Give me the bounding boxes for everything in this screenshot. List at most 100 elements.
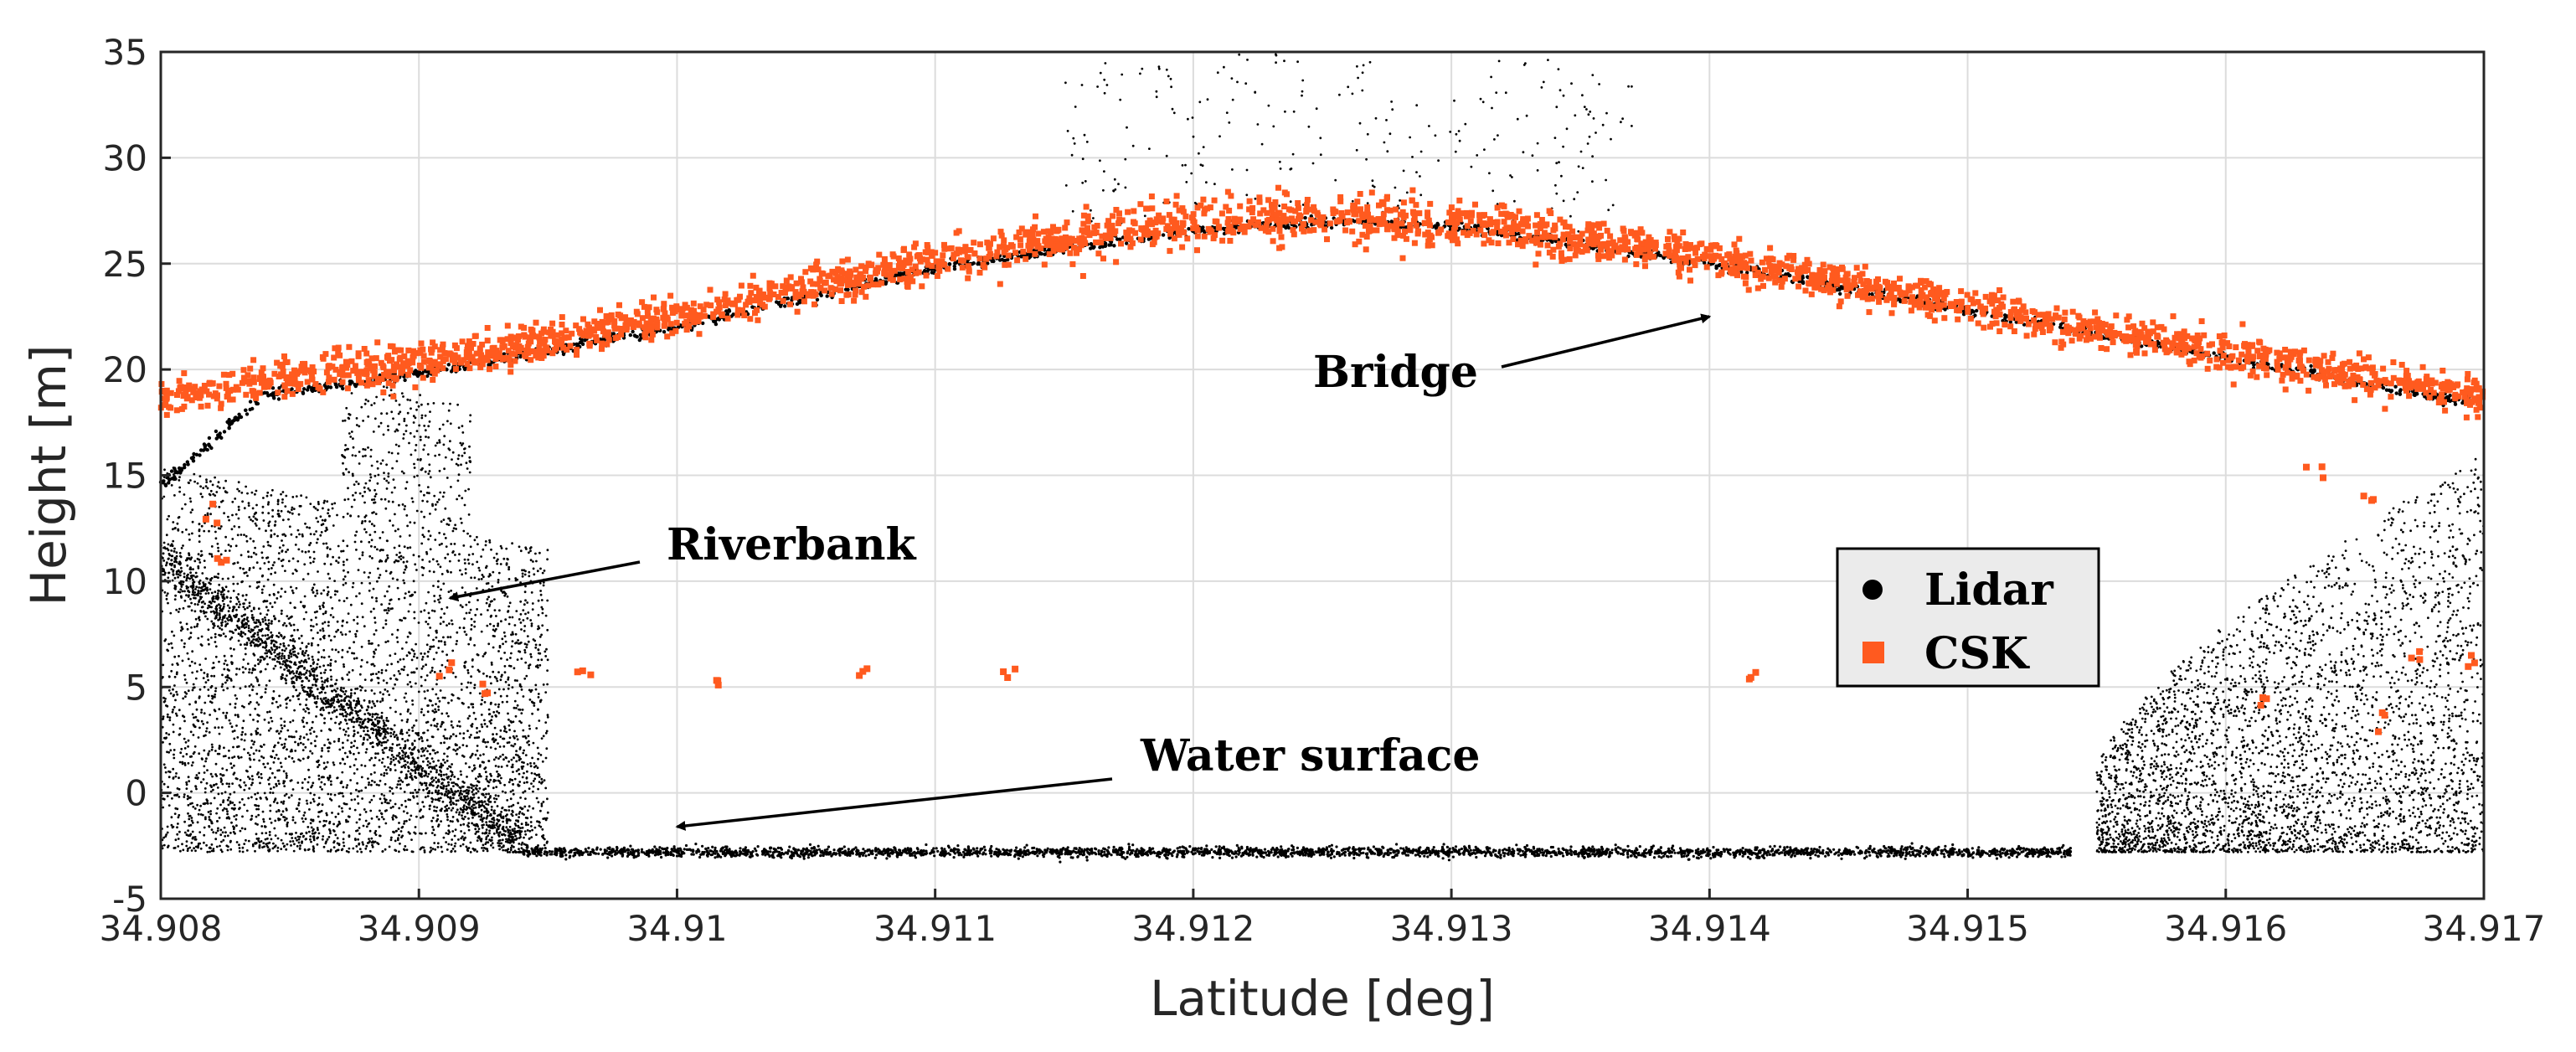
lidar-point — [1870, 292, 1874, 297]
lidar-point — [822, 853, 825, 858]
lidar-point — [430, 792, 434, 795]
lidar-point — [1919, 850, 1922, 853]
lidar-point — [1126, 851, 1129, 855]
lidar-point — [1699, 855, 1703, 859]
lidar-point — [210, 748, 214, 751]
lidar-point — [2000, 848, 2003, 851]
lidar-point — [995, 853, 998, 857]
lidar-point — [1285, 854, 1288, 858]
lidar-point — [870, 851, 873, 854]
lidar-point — [1878, 852, 1882, 855]
lidar-point — [435, 771, 438, 774]
lidar-point — [1126, 855, 1129, 859]
lidar-point — [2009, 853, 2013, 857]
lidar-point — [878, 852, 882, 855]
lidar-point — [1100, 849, 1104, 853]
lidar-point — [1100, 854, 1104, 858]
lidar-point — [724, 309, 729, 313]
lidar-point — [1968, 853, 1971, 856]
lidar-point — [399, 787, 402, 790]
lidar-point — [245, 594, 248, 596]
lidar-point — [1702, 848, 1705, 851]
lidar-point — [1672, 848, 1676, 852]
lidar-point — [1621, 853, 1625, 856]
lidar-point — [1951, 853, 1955, 856]
lidar-point — [1666, 850, 1670, 853]
lidar-point — [1626, 853, 1630, 856]
lidar-point — [502, 753, 504, 756]
lidar-point — [1319, 849, 1322, 853]
lidar-point — [2001, 852, 2004, 855]
lidar-point — [1464, 846, 1467, 850]
lidar-point — [1301, 852, 1305, 856]
lidar-point — [631, 329, 635, 334]
lidar-point — [1383, 852, 1387, 855]
lidar-point — [502, 352, 507, 356]
lidar-point — [1050, 852, 1054, 855]
lidar-point — [331, 812, 333, 814]
lidar-point — [1112, 850, 1115, 853]
lidar-point — [254, 707, 257, 710]
lidar-point — [1705, 853, 1708, 858]
lidar-point — [1457, 226, 1461, 230]
lidar-point — [1309, 848, 1312, 852]
lidar-point — [1329, 856, 1333, 859]
lidar-point — [185, 787, 188, 790]
lidar-point — [830, 854, 833, 858]
lidar-point — [1369, 850, 1373, 853]
lidar-point — [817, 848, 822, 851]
lidar-point — [1276, 855, 1280, 859]
lidar-point — [1436, 854, 1440, 858]
lidar-point — [855, 849, 858, 853]
lidar-point — [967, 847, 971, 850]
lidar-point — [744, 853, 747, 857]
lidar-point — [1435, 849, 1438, 853]
lidar-point — [573, 848, 576, 852]
lidar-point — [1463, 848, 1467, 852]
lidar-point — [720, 848, 724, 853]
lidar-point — [1213, 850, 1217, 853]
lidar-point — [1085, 859, 1089, 862]
lidar-point — [655, 848, 658, 851]
lidar-point — [1454, 848, 1457, 852]
lidar-point — [1393, 851, 1396, 854]
lidar-point — [582, 851, 585, 854]
lidar-point — [1889, 848, 1893, 852]
lidar-point — [851, 851, 854, 854]
lidar-point — [1868, 853, 1872, 857]
lidar-point — [1945, 849, 1948, 853]
lidar-point — [990, 844, 993, 848]
lidar-point — [1868, 844, 1872, 848]
lidar-point — [257, 663, 260, 666]
lidar-point — [209, 446, 214, 451]
lidar-point — [667, 853, 670, 857]
lidar-point — [1017, 857, 1020, 860]
lidar-point — [1775, 849, 1778, 853]
lidar-point — [1182, 849, 1186, 853]
lidar-point — [2027, 852, 2031, 856]
lidar-point — [1918, 854, 1921, 858]
lidar-point — [1376, 848, 1379, 852]
lidar-point — [1036, 854, 1039, 858]
lidar-point — [385, 386, 389, 389]
lidar-point — [1051, 848, 1054, 851]
lidar-point — [688, 848, 692, 851]
lidar-point — [949, 849, 952, 853]
lidar-point — [1669, 854, 1673, 858]
lidar-point — [1673, 851, 1677, 854]
lidar-point — [1352, 849, 1355, 853]
lidar-point — [1352, 856, 1356, 860]
lidar-point — [222, 430, 227, 434]
lidar-point — [468, 766, 471, 769]
lidar-point — [202, 442, 207, 446]
lidar-point — [1226, 852, 1229, 856]
lidar-point — [1089, 246, 1093, 250]
lidar-point — [1442, 851, 1445, 855]
lidar-point — [568, 851, 571, 854]
lidar-point — [1381, 845, 1384, 848]
lidar-point — [331, 503, 333, 506]
lidar-point — [1097, 849, 1100, 853]
lidar-point — [698, 855, 702, 859]
lidar-point — [563, 851, 566, 854]
lidar-point — [464, 489, 467, 492]
